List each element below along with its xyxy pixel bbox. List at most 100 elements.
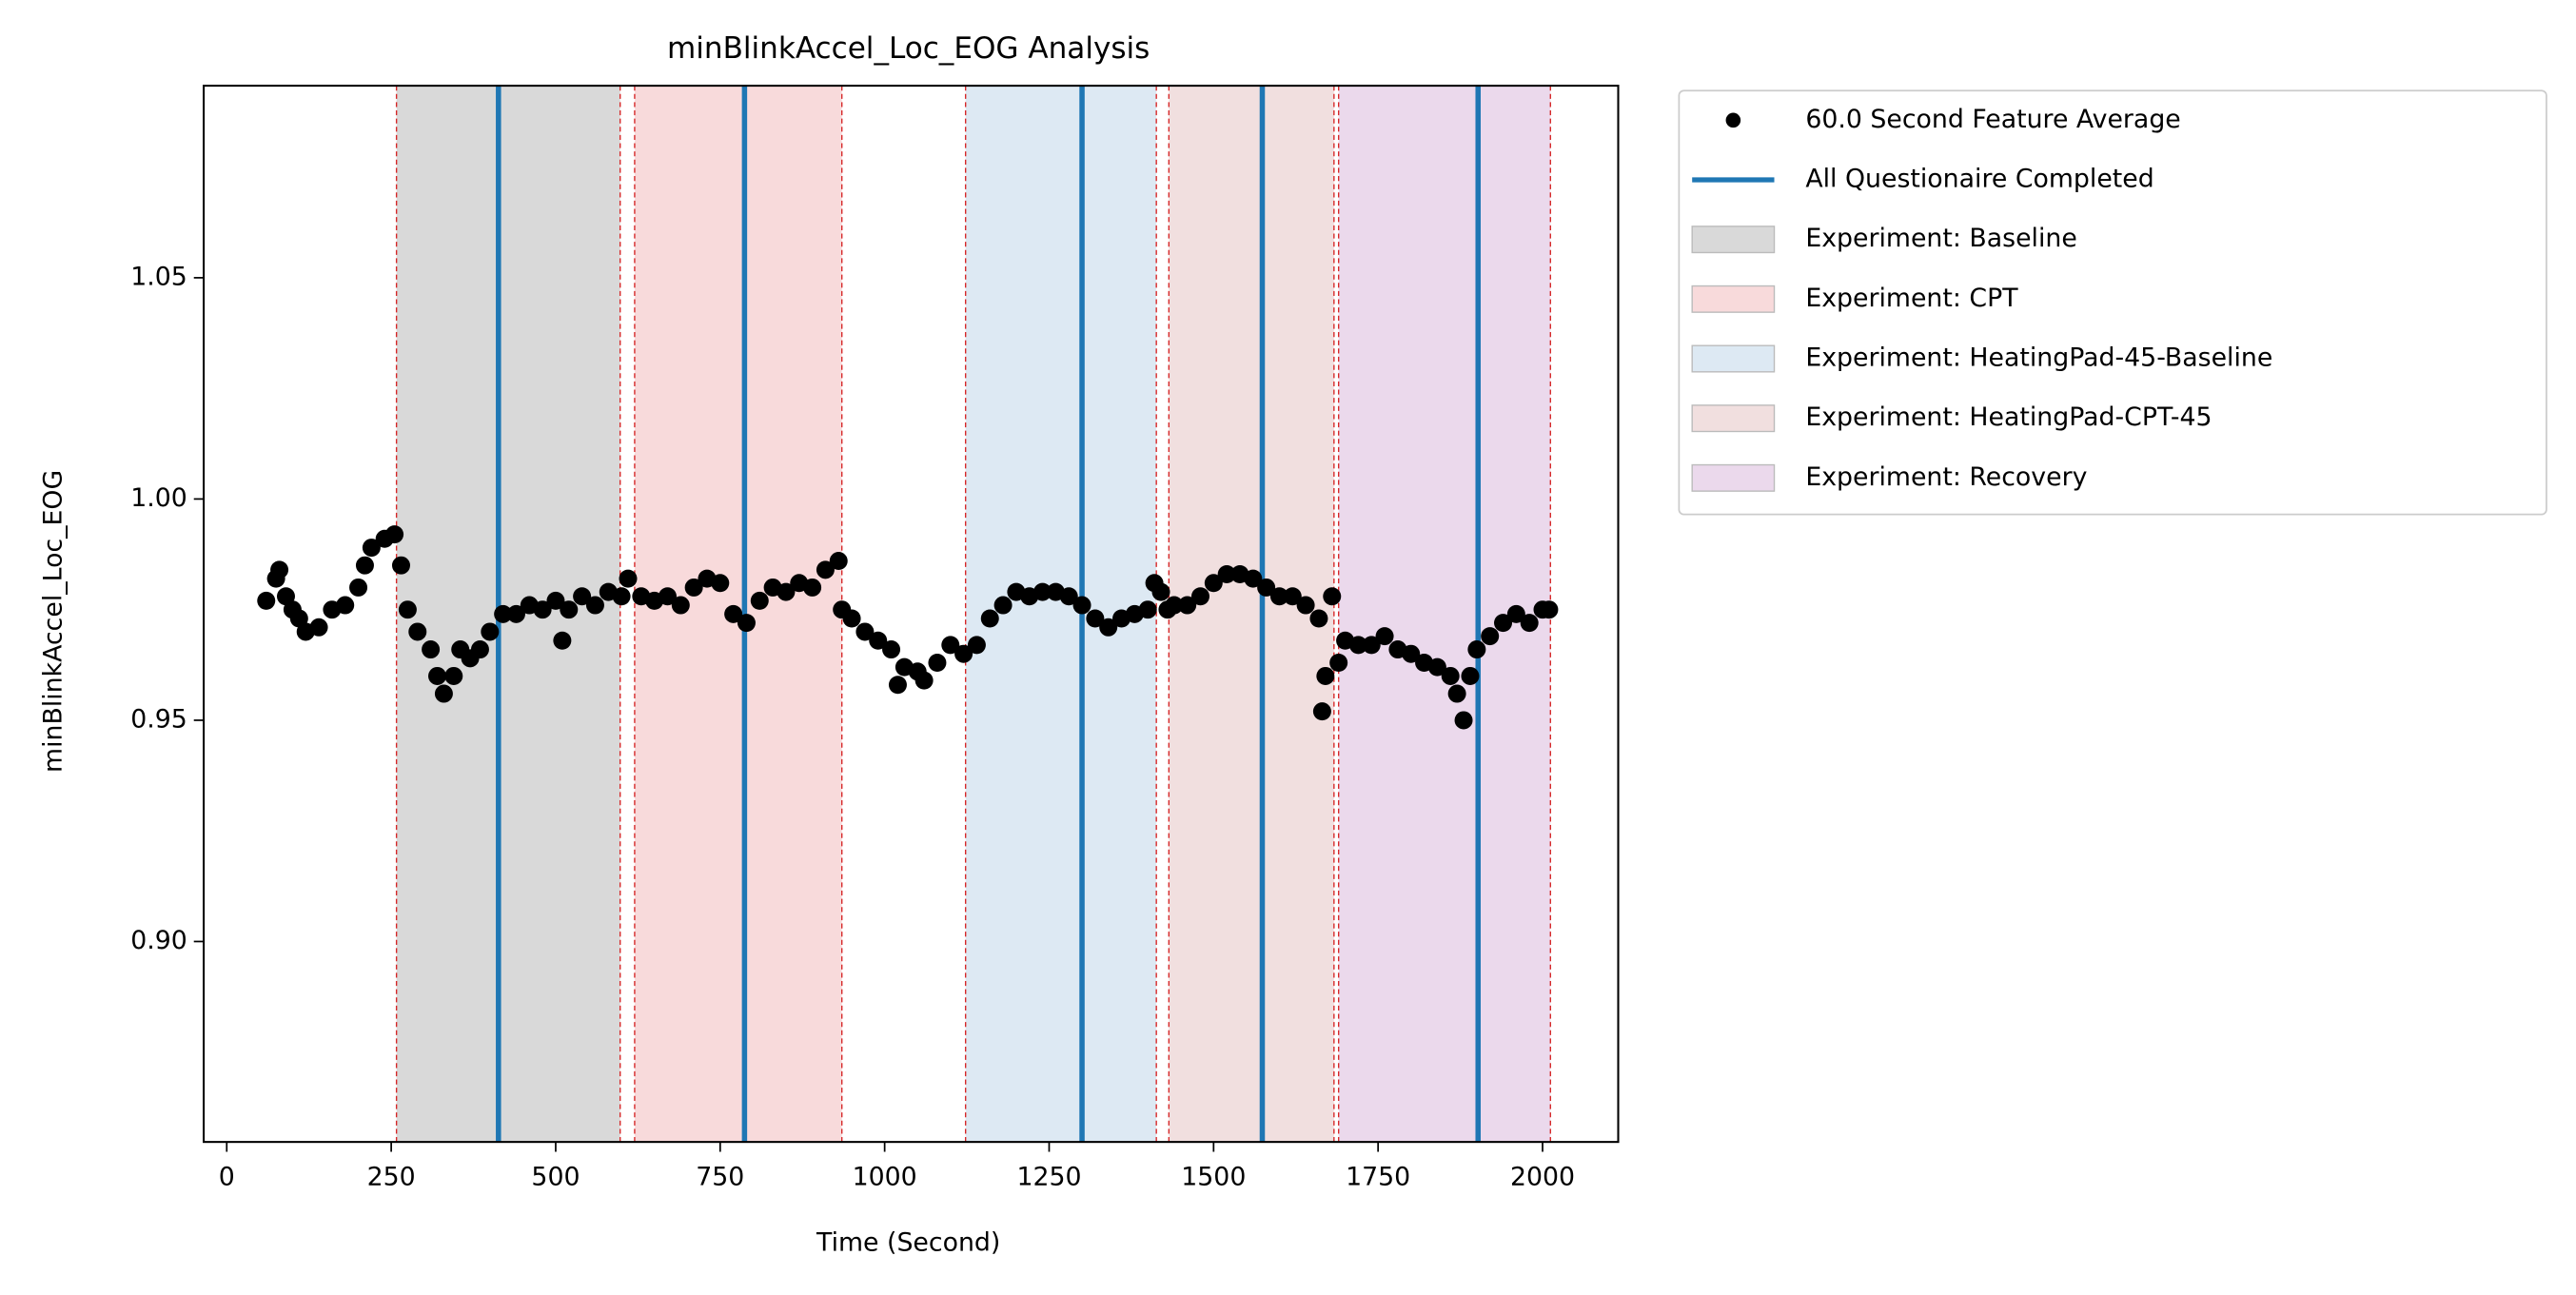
data-point [1427, 657, 1446, 677]
data-point [1520, 614, 1539, 633]
data-point [398, 600, 417, 619]
data-point [1461, 666, 1480, 685]
data-point [1454, 711, 1473, 730]
data-point [711, 574, 730, 593]
data-point [1059, 587, 1078, 606]
legend-label: Experiment: CPT [1805, 284, 2018, 313]
data-point [349, 578, 368, 597]
y-tick-label: 1.00 [130, 483, 187, 513]
data-point [888, 676, 907, 695]
data-point [882, 640, 901, 659]
data-point [869, 631, 888, 650]
data-point [1441, 666, 1460, 685]
data-point [434, 684, 453, 703]
legend-box [1678, 89, 2547, 516]
x-tick-label: 1750 [1346, 1163, 1410, 1192]
x-tick-label: 1500 [1181, 1163, 1246, 1192]
data-point [829, 552, 848, 571]
data-point [391, 556, 410, 575]
data-point [355, 556, 374, 575]
data-point [619, 569, 638, 588]
data-point [1269, 587, 1288, 606]
legend-swatch [1691, 404, 1776, 433]
legend-label: Experiment: Recovery [1805, 462, 2087, 492]
data-point [494, 604, 513, 623]
x-tick-label: 500 [531, 1163, 580, 1192]
data-point [362, 539, 381, 558]
data-point [842, 609, 861, 628]
chart-title: minBlinkAccel_Loc_EOG Analysis [667, 31, 1150, 66]
data-point [1447, 684, 1466, 703]
data-point [914, 671, 934, 690]
data-point [1033, 582, 1052, 601]
y-tick-label: 0.95 [130, 704, 187, 734]
data-point [1329, 654, 1348, 672]
data-point [1257, 578, 1276, 597]
data-point [1540, 600, 1559, 619]
data-point [803, 578, 822, 597]
data-point [1481, 627, 1500, 646]
span [1169, 86, 1334, 1143]
data-point [1165, 596, 1184, 615]
data-point [980, 609, 999, 628]
data-point [777, 582, 796, 601]
plot-frame [203, 85, 1620, 1144]
data-point [1072, 596, 1091, 615]
data-point [671, 596, 690, 615]
data-point [546, 591, 565, 610]
data-point [470, 640, 489, 659]
data-point [1375, 627, 1394, 646]
legend-swatch [1691, 463, 1776, 492]
legend-label: Experiment: Baseline [1805, 224, 2076, 253]
data-point [1312, 702, 1331, 721]
y-tick-label: 1.05 [130, 262, 187, 291]
data-point [1309, 609, 1328, 628]
data-point [553, 631, 572, 650]
legend-swatch [1691, 285, 1776, 313]
data-point [1506, 604, 1525, 623]
data-point [408, 622, 427, 641]
data-point [585, 596, 604, 615]
legend-label: Experiment: HeatingPad-CPT-45 [1805, 402, 2212, 432]
data-point [993, 596, 1013, 615]
data-point [1138, 600, 1157, 619]
x-tick-label: 750 [696, 1163, 744, 1192]
data-point [1348, 636, 1367, 655]
data-point [1362, 636, 1381, 655]
data-point [1244, 569, 1263, 588]
data-point [1086, 609, 1105, 628]
data-point [750, 591, 769, 610]
data-point [941, 636, 960, 655]
data-point [481, 622, 500, 641]
data-point [385, 525, 404, 544]
data-point [612, 587, 631, 606]
legend-swatch [1691, 344, 1776, 373]
legend-marker [1725, 112, 1741, 128]
data-point [855, 622, 875, 641]
data-point [1402, 644, 1421, 663]
x-tick-label: 1250 [1016, 1163, 1081, 1192]
data-point [309, 618, 328, 637]
data-point [444, 666, 463, 685]
legend-swatch [1691, 226, 1776, 254]
data-point [533, 600, 552, 619]
legend-label: All Questionaire Completed [1805, 164, 2153, 193]
data-point [1316, 666, 1335, 685]
data-point [928, 654, 947, 672]
legend-label: 60.0 Second Feature Average [1805, 105, 2180, 134]
data-point [1190, 587, 1209, 606]
data-point [1467, 640, 1486, 659]
data-point [257, 591, 276, 610]
data-point [737, 614, 756, 633]
data-point [1099, 618, 1118, 637]
data-point [506, 604, 525, 623]
x-tick-label: 0 [219, 1163, 235, 1192]
data-point [1151, 582, 1170, 601]
data-point [1494, 614, 1513, 633]
data-point [1178, 596, 1197, 615]
x-tick-label: 1000 [853, 1163, 917, 1192]
data-point [816, 560, 835, 579]
data-point [724, 604, 743, 623]
data-point [270, 560, 289, 579]
